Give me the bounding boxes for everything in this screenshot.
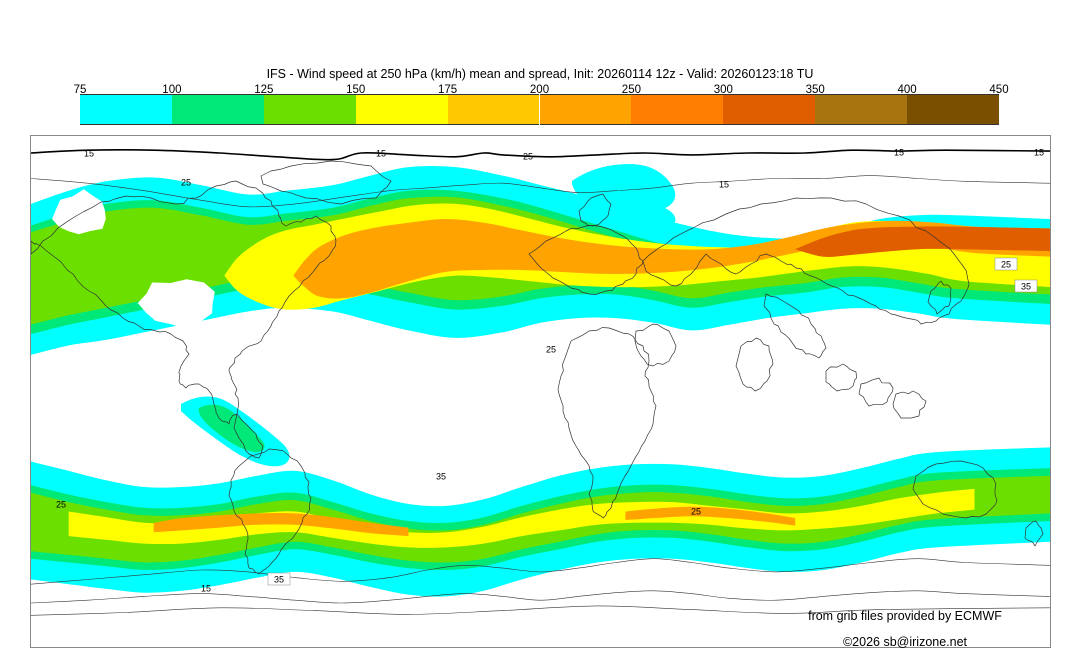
svg-text:25: 25	[691, 507, 701, 517]
svg-text:25: 25	[546, 345, 556, 355]
svg-text:35: 35	[1021, 282, 1031, 292]
svg-text:35: 35	[436, 472, 446, 482]
svg-text:25: 25	[523, 152, 533, 162]
svg-text:15: 15	[1034, 148, 1044, 158]
svg-text:25: 25	[1001, 260, 1011, 270]
svg-text:35: 35	[274, 575, 284, 585]
svg-text:15: 15	[376, 149, 386, 159]
svg-text:15: 15	[894, 148, 904, 158]
svg-text:25: 25	[56, 500, 66, 510]
svg-text:15: 15	[84, 149, 94, 159]
svg-text:25: 25	[181, 178, 191, 188]
svg-text:15: 15	[201, 584, 211, 594]
svg-text:15: 15	[719, 180, 729, 190]
